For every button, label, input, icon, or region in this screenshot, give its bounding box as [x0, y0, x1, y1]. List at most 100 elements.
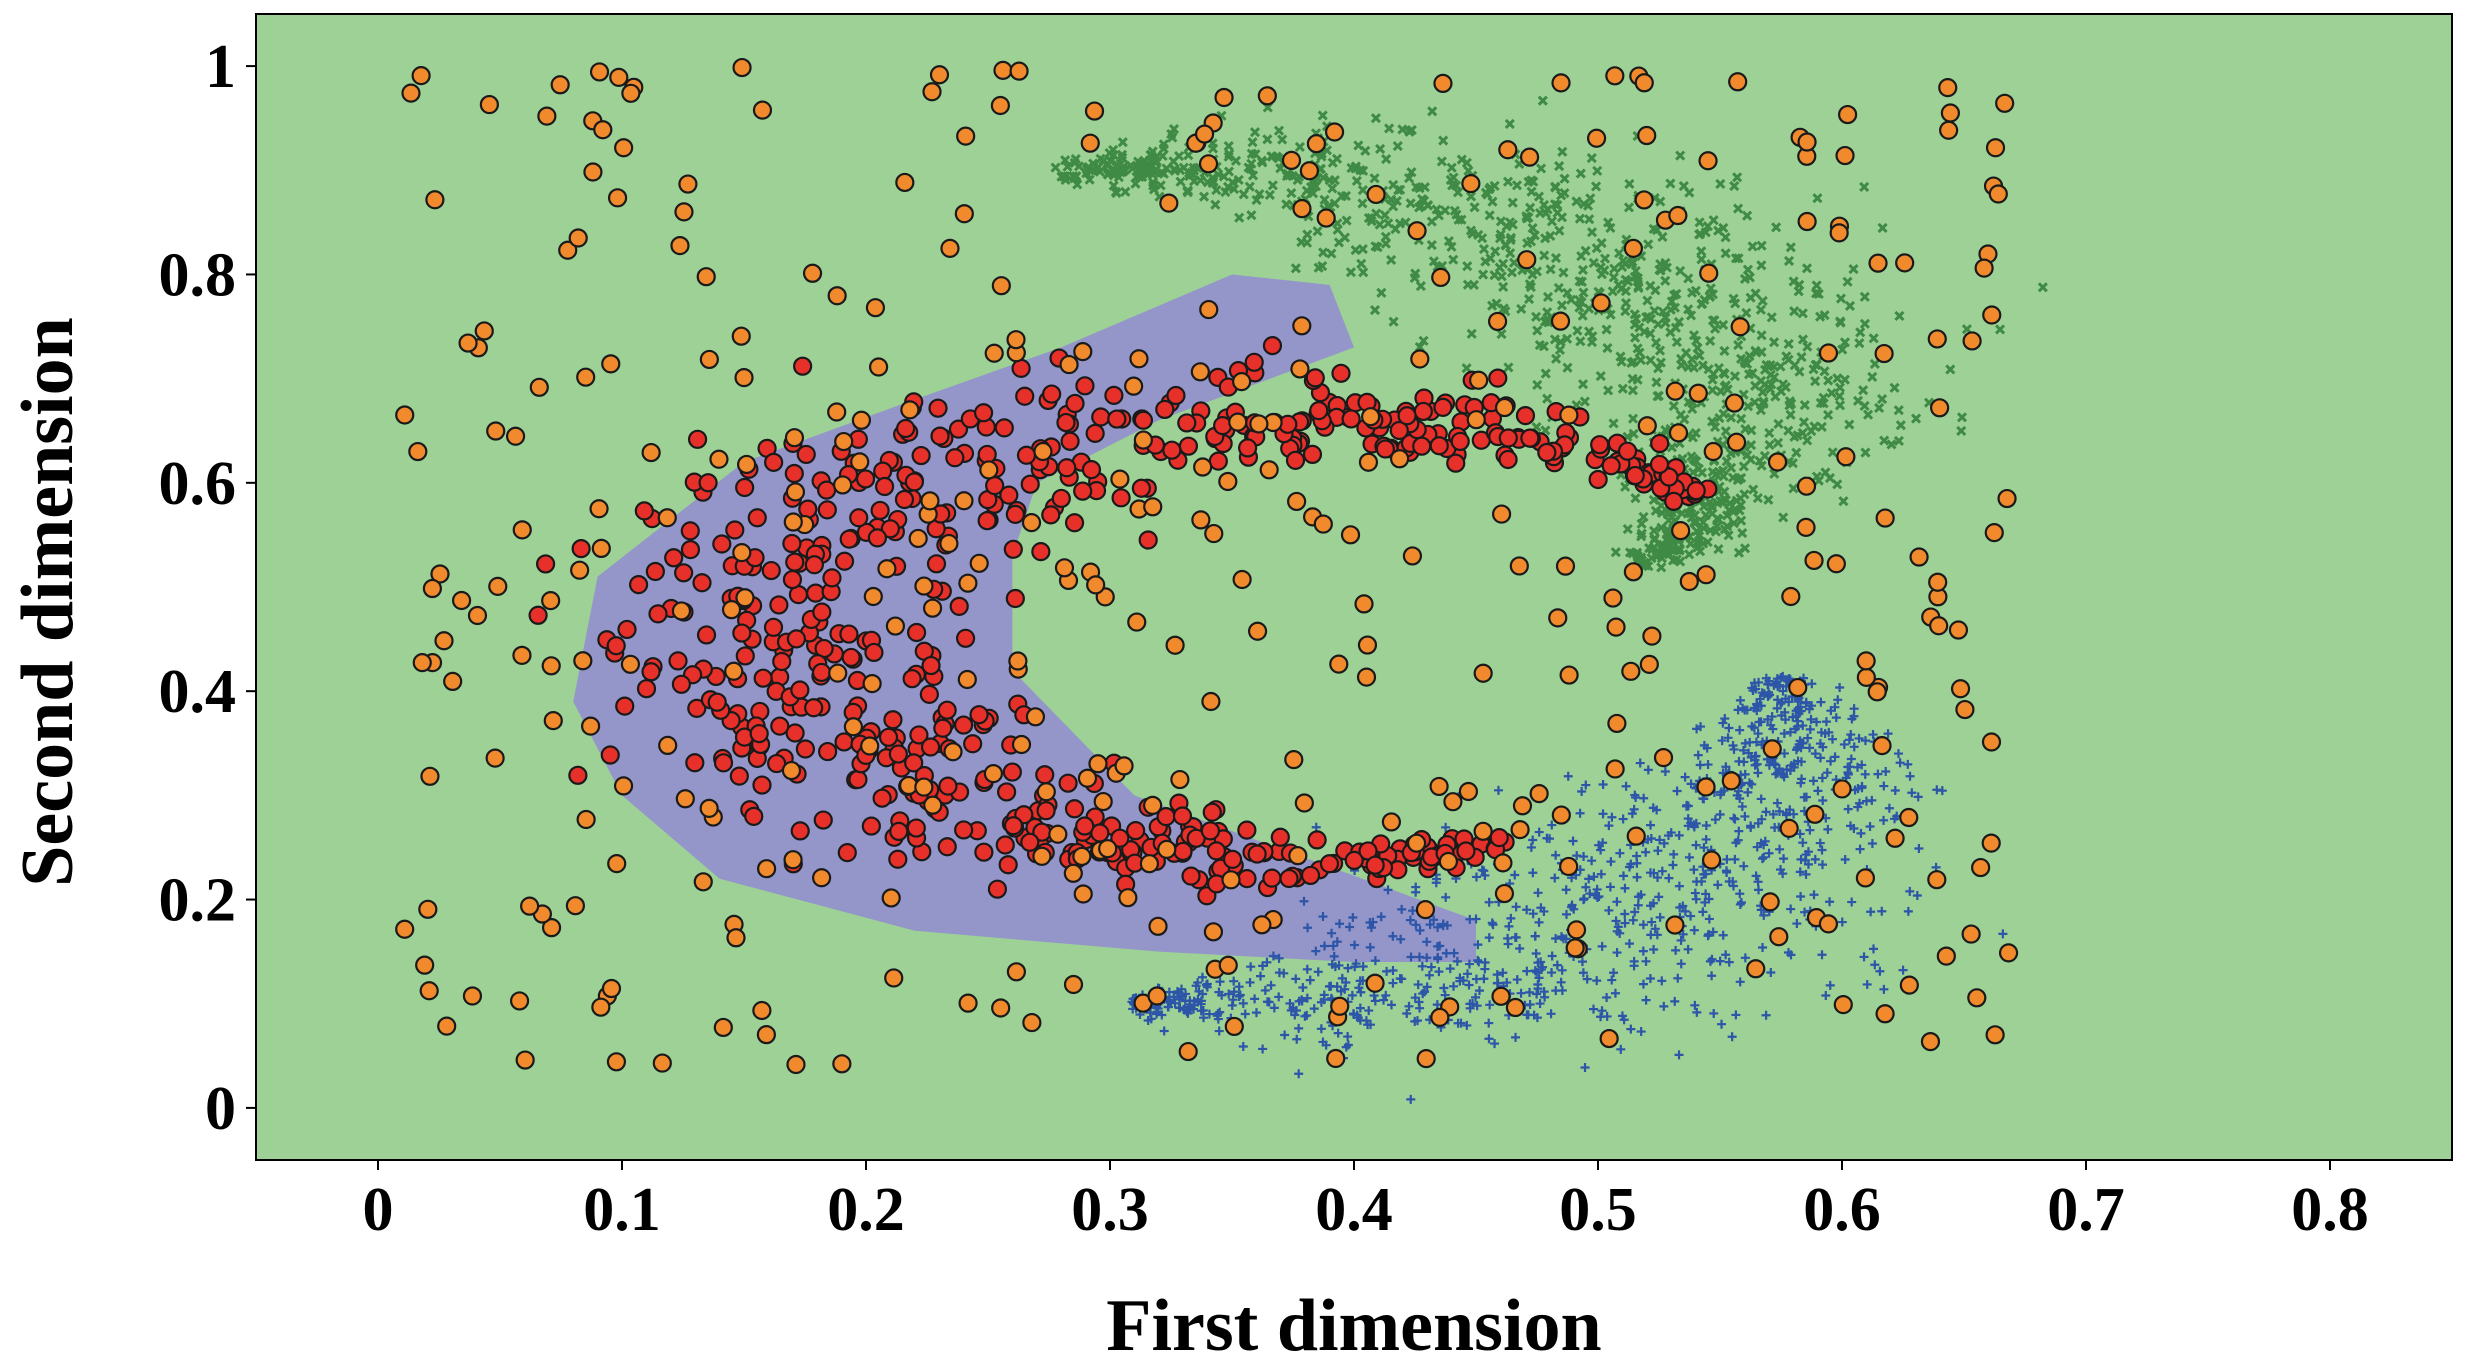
data-point: [798, 499, 818, 519]
data-point: [1533, 984, 1543, 994]
data-point: [1327, 183, 1338, 194]
data-point: [1395, 973, 1405, 983]
data-point: [687, 429, 708, 449]
data-point: [1552, 960, 1562, 970]
data-point: [1003, 816, 1024, 836]
data-point: [1776, 710, 1786, 720]
data-point: [1585, 889, 1595, 899]
data-point: [1554, 160, 1565, 172]
data-point: [1274, 968, 1284, 978]
data-point: [1732, 790, 1742, 800]
data-point: [1448, 254, 1459, 265]
data-point: [1796, 778, 1806, 788]
data-point: [1588, 469, 1608, 490]
data-point: [1788, 276, 1799, 287]
data-point: [1422, 982, 1432, 992]
data-point: [1302, 229, 1313, 240]
data-point: [1553, 282, 1564, 293]
data-point: [1757, 386, 1768, 398]
data-point: [1807, 679, 1817, 689]
data-point: [849, 508, 869, 528]
data-point: [1698, 517, 1709, 528]
data-point: [1510, 870, 1520, 880]
data-point: [1647, 917, 1657, 927]
data-point: [1702, 743, 1712, 753]
data-point: [1894, 310, 1905, 322]
data-point: [1705, 335, 1716, 346]
data-point: [1592, 884, 1602, 894]
data-point: [1798, 721, 1808, 731]
data-point: [1285, 998, 1295, 1008]
data-point: [1556, 932, 1566, 942]
data-point: [1649, 305, 1660, 316]
data-point: [1336, 986, 1346, 996]
data-point: [1974, 258, 1994, 278]
data-point: [1788, 712, 1798, 722]
data-point: [1642, 295, 1653, 306]
data-point: [1637, 125, 1657, 146]
data-point: [1749, 703, 1759, 713]
data-point: [1632, 872, 1642, 882]
data-point: [1428, 256, 1439, 267]
data-point: [1605, 66, 1625, 86]
data-point: [509, 991, 530, 1011]
data-point: [1535, 163, 1547, 174]
data-point: [1756, 794, 1766, 804]
data-point: [1319, 995, 1329, 1005]
data-point: [1449, 948, 1459, 958]
data-point: [1305, 368, 1325, 388]
data-point: [1835, 682, 1845, 692]
x-tick-label: 0.7: [2047, 1176, 2125, 1244]
data-point: [1331, 363, 1351, 383]
data-point: [1546, 1009, 1556, 1019]
data-point: [1753, 729, 1763, 739]
data-point: [1796, 757, 1806, 767]
data-point: [1685, 538, 1696, 549]
data-point: [1480, 256, 1491, 267]
data-point: [1971, 857, 1991, 878]
data-point: [1464, 980, 1474, 990]
data-point: [641, 442, 661, 463]
data-point: [1823, 375, 1834, 386]
data-point: [1857, 760, 1867, 770]
data-point: [1762, 739, 1782, 759]
data-point: [940, 238, 960, 258]
data-point: [784, 428, 805, 448]
data-point: [1606, 857, 1616, 867]
data-point: [1920, 1031, 1941, 1052]
data-point: [911, 445, 931, 466]
data-point: [1551, 805, 1571, 825]
data-point: [812, 868, 832, 888]
data-point: [1858, 385, 1869, 396]
data-point: [817, 480, 837, 500]
data-point: [1025, 707, 1046, 727]
data-point: [693, 872, 713, 892]
data-point: [1696, 777, 1716, 797]
data-point: [1846, 754, 1856, 764]
data-point: [1665, 178, 1676, 189]
data-point: [1675, 150, 1686, 161]
data-point: [1797, 308, 1808, 319]
data-point: [1504, 921, 1514, 931]
data-point: [1866, 907, 1876, 917]
data-point: [1592, 165, 1603, 176]
data-point: [1621, 781, 1631, 791]
data-point: [1159, 193, 1179, 213]
data-point: [795, 739, 815, 759]
data-point: [870, 500, 890, 521]
data-point: [1008, 651, 1028, 671]
data-point: [1369, 173, 1380, 184]
data-point: [1073, 481, 1093, 501]
data-point: [1676, 959, 1686, 969]
data-point: [735, 477, 755, 498]
data-point: [1795, 867, 1805, 877]
data-point: [1582, 974, 1592, 984]
data-point: [1674, 830, 1684, 840]
data-point: [1618, 814, 1628, 824]
data-point: [1528, 835, 1538, 845]
data-point: [1381, 812, 1401, 832]
data-point: [1020, 832, 1040, 852]
data-point: [1728, 518, 1739, 529]
data-point: [1466, 328, 1477, 339]
data-point: [990, 95, 1010, 116]
